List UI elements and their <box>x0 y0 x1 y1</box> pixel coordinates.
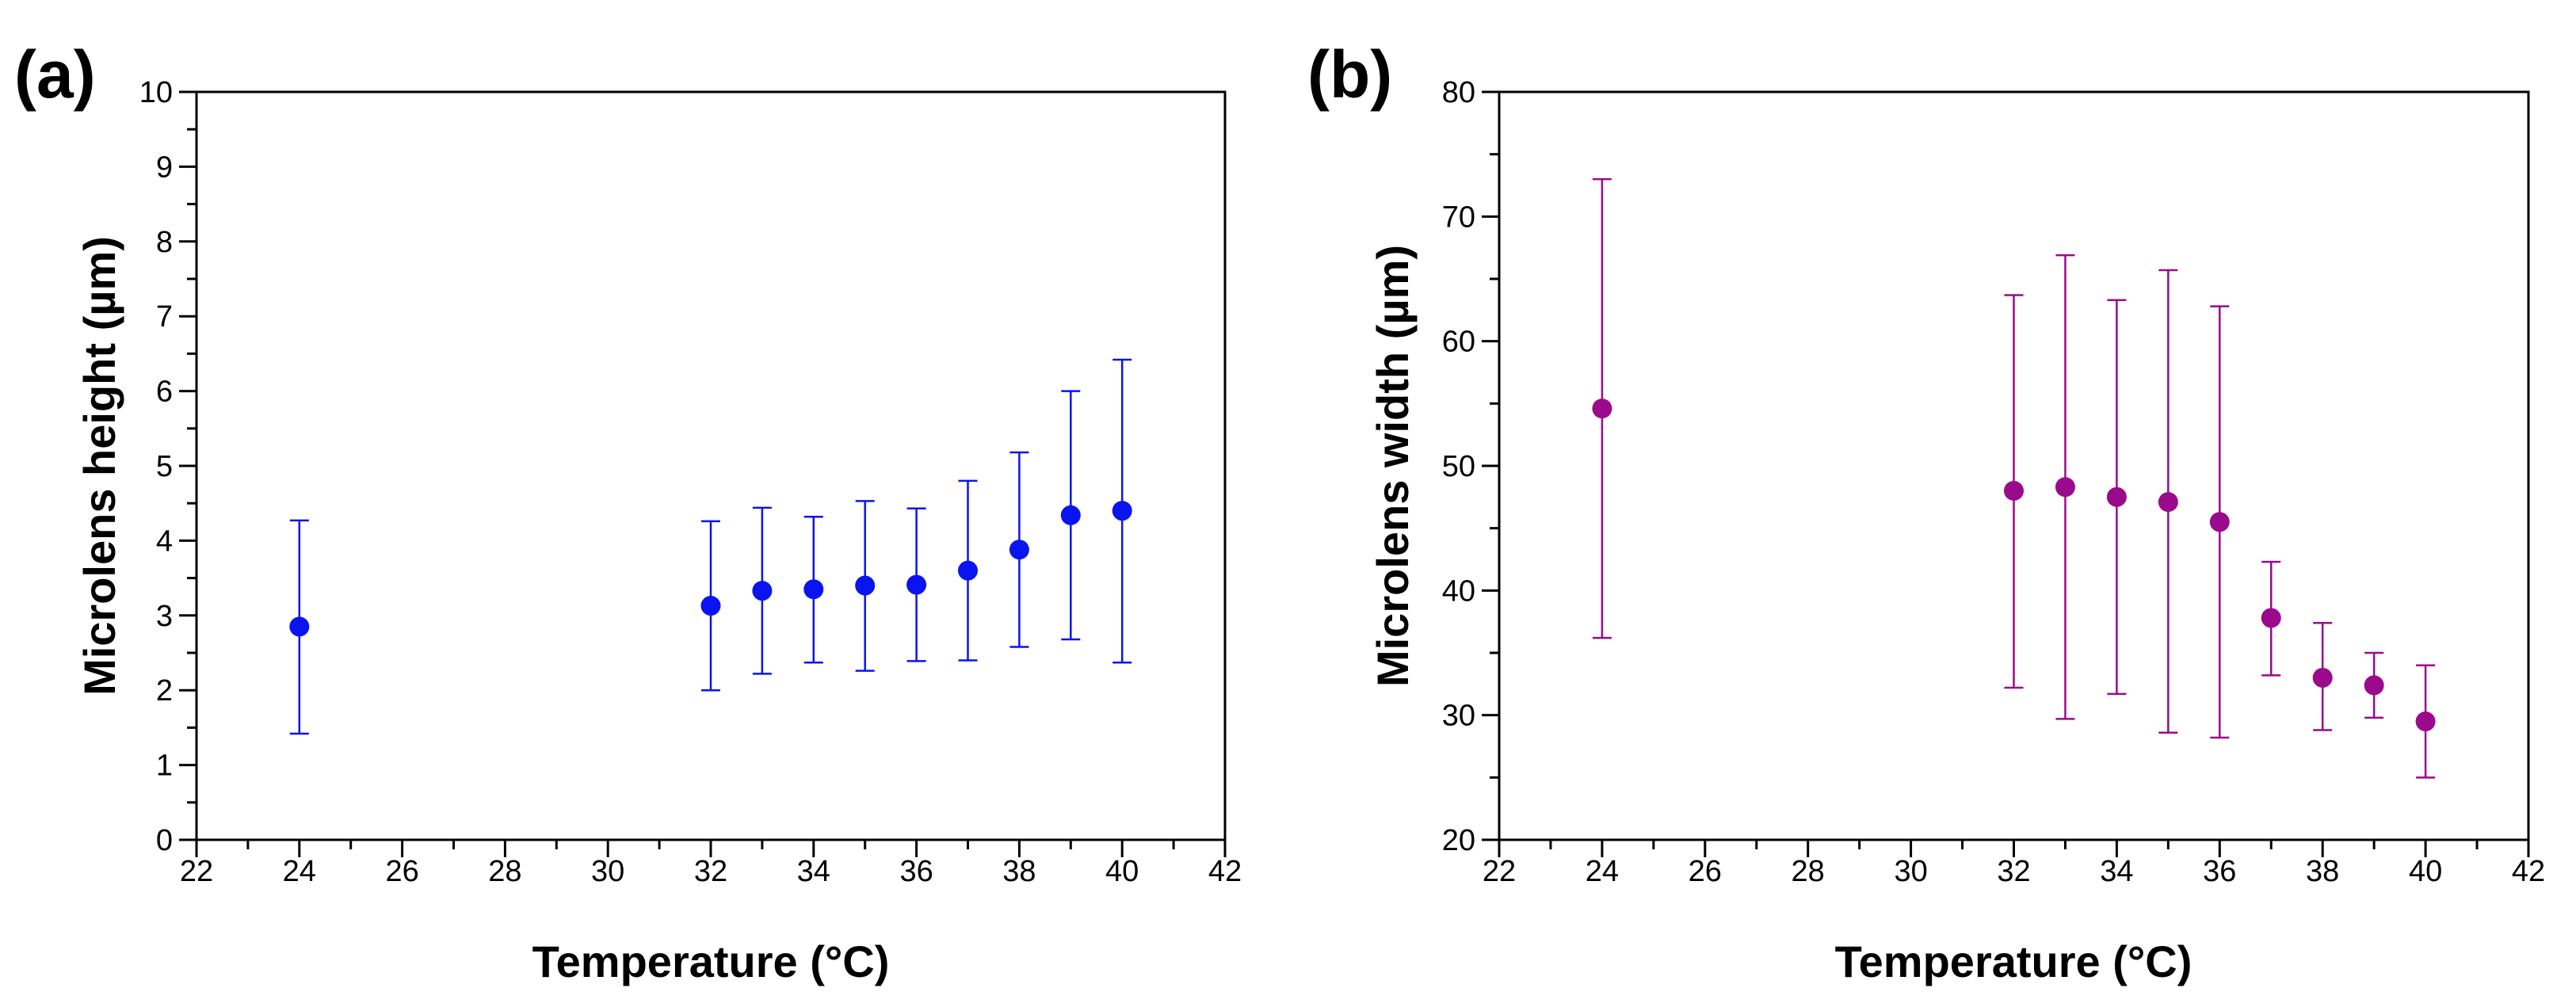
x-tick-label: 36 <box>2203 855 2236 888</box>
panel-a-x-tick-labels: 22 24 26 28 30 32 34 36 38 40 42 <box>180 855 1242 888</box>
panel-b-width-chart: (b) 22 24 26 28 30 32 34 36 38 40 42 20 30 40 50 60 70 8… <box>1307 37 2545 986</box>
x-tick-label: 24 <box>1586 855 1619 888</box>
y-tick-label: 4 <box>156 524 173 558</box>
y-tick-label: 5 <box>156 450 173 483</box>
y-tick-label: 30 <box>1442 700 1475 733</box>
y-tick-label: 6 <box>156 376 173 409</box>
x-tick-label: 42 <box>2512 855 2545 888</box>
x-tick-label: 30 <box>591 855 624 888</box>
x-tick-label: 22 <box>1483 855 1516 888</box>
x-tick-label: 26 <box>385 855 418 888</box>
x-tick-label: 32 <box>694 855 727 888</box>
panel-a-x-axis-title: Temperature (°C) <box>532 936 890 986</box>
y-tick-label: 10 <box>139 76 173 109</box>
x-tick-label: 42 <box>1208 855 1242 888</box>
x-tick-label: 34 <box>797 855 830 888</box>
panel-a-error-bars <box>289 358 1132 735</box>
data-point <box>2364 675 2384 696</box>
x-tick-label: 40 <box>2409 855 2442 888</box>
panel-b-label: (b) <box>1307 37 1392 112</box>
panel-b-x-tick-labels: 22 24 26 28 30 32 34 36 38 40 42 <box>1483 855 2545 888</box>
x-tick-label: 38 <box>2306 855 2339 888</box>
panel-a-y-axis-title: Microlens height (µm) <box>74 236 124 696</box>
data-point <box>855 575 876 596</box>
data-point <box>2106 486 2127 507</box>
panel-a-data-points <box>289 501 1132 637</box>
x-tick-label: 38 <box>1002 855 1036 888</box>
panel-a-ticks <box>179 90 1227 857</box>
panel-a-y-tick-labels: 0 1 2 3 4 5 6 7 8 9 10 <box>139 76 173 857</box>
data-point <box>2209 512 2230 532</box>
data-point <box>1009 540 1029 560</box>
data-point <box>2158 492 2178 513</box>
y-tick-label: 8 <box>156 226 173 259</box>
x-tick-label: 24 <box>283 855 316 888</box>
y-tick-label: 0 <box>156 824 173 857</box>
x-tick-label: 28 <box>488 855 521 888</box>
data-point <box>958 560 978 581</box>
x-tick-label: 40 <box>1105 855 1139 888</box>
data-point <box>2415 711 2436 732</box>
panel-b-y-tick-labels: 20 30 40 50 60 70 80 <box>1442 76 1475 857</box>
data-point <box>752 581 773 601</box>
data-point <box>289 616 310 637</box>
data-point <box>1592 399 1612 419</box>
x-tick-label: 26 <box>1689 855 1722 888</box>
data-point <box>2055 477 2075 498</box>
panel-b-data-points <box>1592 399 2436 732</box>
y-tick-label: 60 <box>1442 326 1475 359</box>
data-point <box>1112 501 1132 521</box>
y-tick-label: 7 <box>156 300 173 334</box>
panel-a-label: (a) <box>14 37 96 112</box>
x-tick-label: 22 <box>180 855 213 888</box>
data-point <box>1060 505 1081 525</box>
data-point <box>2261 608 2281 628</box>
y-tick-label: 3 <box>156 600 173 633</box>
data-point <box>906 574 927 595</box>
panel-b-y-axis-title: Microlens width (µm) <box>1368 245 1418 687</box>
panel-b-x-axis-title: Temperature (°C) <box>1835 936 2192 986</box>
panel-a-height-chart: (a) 22 24 26 28 30 32 34 36 38 40 42 012345678910 … <box>14 37 1242 986</box>
x-tick-label: 34 <box>2100 855 2133 888</box>
data-point <box>700 596 721 616</box>
y-tick-label: 70 <box>1442 200 1475 234</box>
y-tick-label: 20 <box>1442 824 1475 857</box>
y-tick-label: 40 <box>1442 574 1475 608</box>
y-tick-label: 9 <box>156 151 173 184</box>
y-tick-label: 50 <box>1442 450 1475 483</box>
x-tick-label: 32 <box>1997 855 2030 888</box>
y-tick-label: 2 <box>156 674 173 708</box>
x-tick-label: 28 <box>1792 855 1825 888</box>
y-tick-label: 80 <box>1442 76 1475 109</box>
x-tick-label: 30 <box>1894 855 1927 888</box>
panel-b-ticks <box>1482 90 2530 857</box>
x-tick-label: 36 <box>899 855 933 888</box>
panel-b-error-bars <box>1592 177 2436 779</box>
data-point <box>803 579 824 600</box>
data-point <box>2004 480 2024 501</box>
data-point <box>2312 667 2333 688</box>
y-tick-label: 1 <box>156 750 173 783</box>
